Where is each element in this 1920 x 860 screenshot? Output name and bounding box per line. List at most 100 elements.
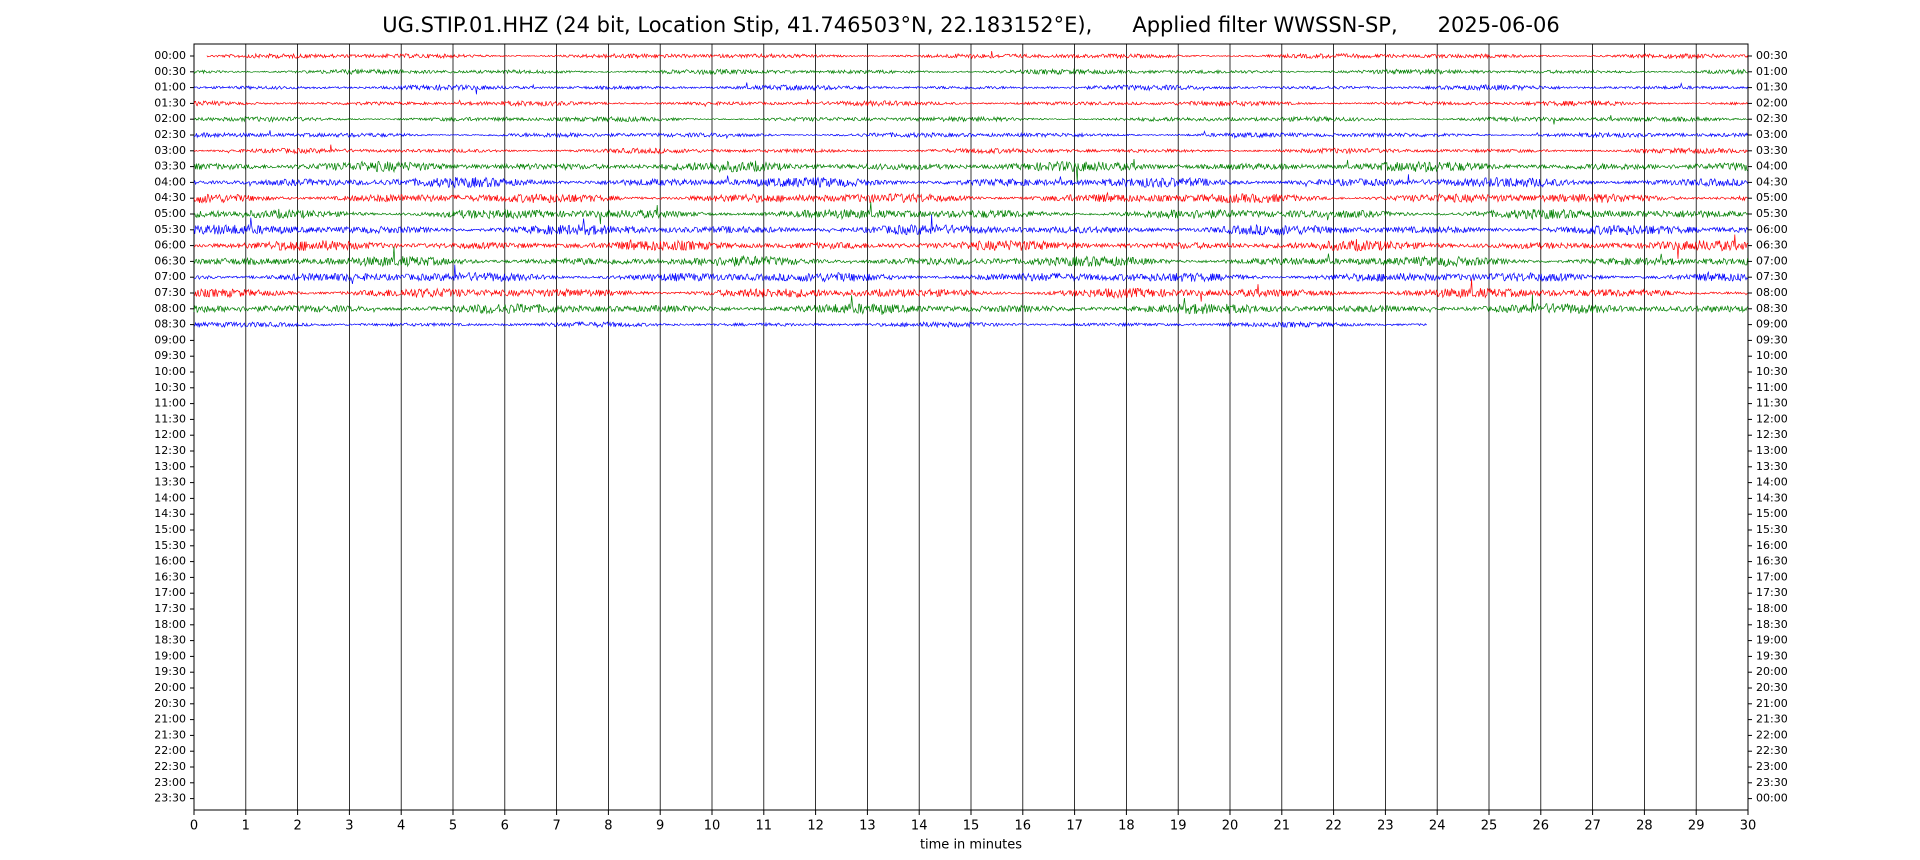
left-row-label: 08:30: [154, 318, 186, 331]
x-tick-label: 2: [293, 819, 301, 834]
x-tick-label: 15: [963, 819, 980, 834]
right-row-label: 07:30: [1756, 270, 1788, 283]
trace: [193, 174, 1748, 189]
left-row-label: 05:00: [154, 207, 186, 220]
left-row-label: 10:00: [154, 365, 186, 378]
x-tick-label: 5: [449, 819, 457, 834]
x-tick-label: 27: [1584, 819, 1601, 834]
left-row-label: 08:00: [154, 302, 186, 315]
right-row-label: 12:00: [1756, 412, 1788, 425]
trace: [193, 278, 1748, 302]
x-tick-label: 25: [1481, 819, 1498, 834]
left-row-label: 18:00: [154, 618, 186, 631]
x-tick-label: 22: [1325, 819, 1342, 834]
right-row-label: 08:00: [1756, 286, 1788, 299]
trace: [206, 50, 1749, 60]
right-row-label: 18:30: [1756, 618, 1788, 631]
x-tick-label: 23: [1377, 819, 1394, 834]
trace: [193, 234, 1748, 259]
x-tick-label: 30: [1740, 819, 1757, 834]
left-row-label: 05:30: [154, 223, 186, 236]
right-row-label: 16:00: [1756, 539, 1788, 552]
right-row-label: 18:00: [1756, 602, 1788, 615]
right-row-label: 06:30: [1756, 239, 1788, 252]
right-row-label: 21:00: [1756, 697, 1788, 710]
x-tick-label: 1: [242, 819, 250, 834]
left-row-label: 06:30: [154, 254, 186, 267]
x-tick-label: 12: [807, 819, 824, 834]
right-row-label: 04:00: [1756, 160, 1788, 173]
x-tick-label: 7: [552, 819, 560, 834]
x-tick-label: 18: [1118, 819, 1135, 834]
right-row-label: 11:30: [1756, 397, 1788, 410]
left-row-label: 19:00: [154, 649, 186, 662]
right-row-label: 20:00: [1756, 665, 1788, 678]
x-tick-label: 17: [1066, 819, 1083, 834]
trace: [193, 214, 1748, 236]
right-row-label: 23:30: [1756, 776, 1788, 789]
chart-title: UG.STIP.01.HHZ (24 bit, Location Stip, 4…: [382, 13, 1559, 37]
right-row-label: 22:30: [1756, 744, 1788, 757]
x-tick-label: 16: [1015, 819, 1032, 834]
trace: [193, 158, 1748, 183]
x-tick-label: 9: [656, 819, 664, 834]
left-row-label: 11:00: [154, 397, 186, 410]
left-row-label: 09:00: [154, 333, 186, 346]
right-row-label: 01:00: [1756, 65, 1788, 78]
right-row-label: 17:00: [1756, 570, 1788, 583]
trace: [193, 320, 1427, 329]
left-row-label: 20:00: [154, 681, 186, 694]
left-row-label: 15:00: [154, 523, 186, 536]
x-tick-label: 21: [1274, 819, 1291, 834]
left-row-label: 18:30: [154, 634, 186, 647]
right-row-label: 08:30: [1756, 302, 1788, 315]
left-row-label: 02:30: [154, 128, 186, 141]
right-row-label: 00:30: [1756, 49, 1788, 62]
right-row-label: 00:00: [1756, 792, 1788, 805]
x-tick-label: 3: [345, 819, 353, 834]
right-row-label: 16:30: [1756, 555, 1788, 568]
left-row-label: 10:30: [154, 381, 186, 394]
left-row-label: 22:30: [154, 760, 186, 773]
right-row-label: 15:00: [1756, 507, 1788, 520]
right-row-label: 15:30: [1756, 523, 1788, 536]
trace: [193, 68, 1748, 76]
right-row-label: 01:30: [1756, 81, 1788, 94]
left-row-label: 12:00: [154, 428, 186, 441]
x-tick-label: 26: [1533, 819, 1550, 834]
left-row-label: 07:00: [154, 270, 186, 283]
left-row-label: 03:30: [154, 160, 186, 173]
trace: [193, 246, 1748, 268]
left-row-label: 06:00: [154, 239, 186, 252]
right-row-label: 06:00: [1756, 223, 1788, 236]
right-row-label: 14:00: [1756, 476, 1788, 489]
right-row-label: 20:30: [1756, 681, 1788, 694]
right-row-label: 09:00: [1756, 318, 1788, 331]
right-row-label: 22:00: [1756, 728, 1788, 741]
x-axis-label: time in minutes: [920, 838, 1022, 853]
right-row-label: 19:00: [1756, 634, 1788, 647]
left-row-label: 16:00: [154, 555, 186, 568]
left-row-label: 09:30: [154, 349, 186, 362]
right-row-label: 12:30: [1756, 428, 1788, 441]
x-tick-label: 4: [397, 819, 405, 834]
left-row-label: 12:30: [154, 444, 186, 457]
trace: [193, 264, 1748, 285]
left-row-label: 13:00: [154, 460, 186, 473]
trace: [193, 82, 1748, 95]
x-tick-label: 24: [1429, 819, 1446, 834]
trace: [193, 144, 1748, 155]
left-row-label: 07:30: [154, 286, 186, 299]
right-row-label: 10:00: [1756, 349, 1788, 362]
x-tick-label: 28: [1636, 819, 1653, 834]
left-row-label: 19:30: [154, 665, 186, 678]
left-row-label: 14:00: [154, 491, 186, 504]
trace: [193, 130, 1748, 140]
right-row-label: 05:00: [1756, 191, 1788, 204]
left-row-label: 02:00: [154, 112, 186, 125]
trace: [193, 201, 1748, 225]
right-row-label: 13:30: [1756, 460, 1788, 473]
right-row-label: 05:30: [1756, 207, 1788, 220]
x-tick-label: 19: [1170, 819, 1187, 834]
right-row-label: 02:30: [1756, 112, 1788, 125]
